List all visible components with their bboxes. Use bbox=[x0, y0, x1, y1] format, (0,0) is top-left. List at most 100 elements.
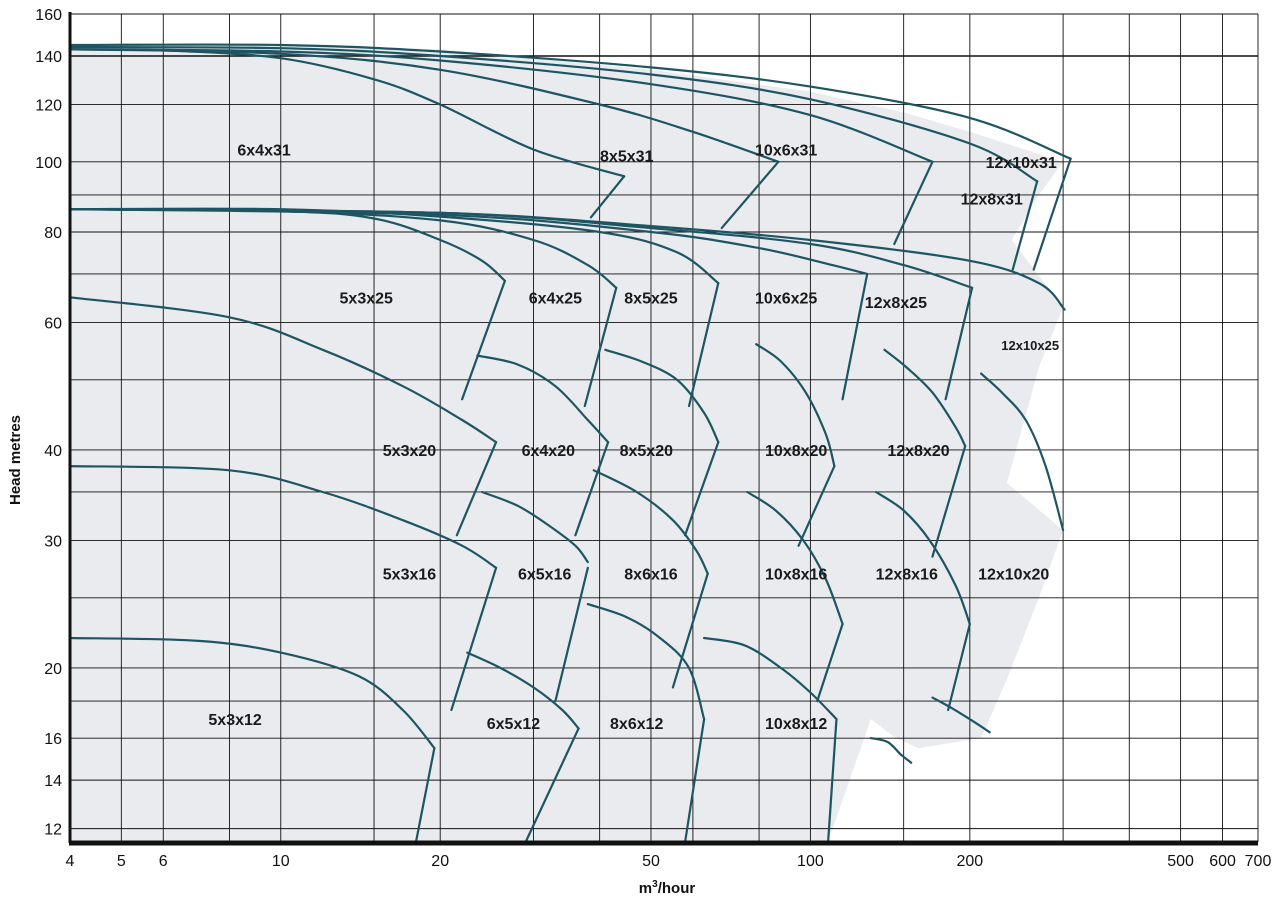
y-axis-title: Head metres bbox=[7, 415, 24, 505]
region-label: 6x5x12 bbox=[487, 716, 540, 733]
x-tick-label: 5 bbox=[117, 853, 126, 870]
curve-12x10x25 bbox=[68, 208, 1066, 311]
region-label: 8x6x16 bbox=[624, 567, 677, 584]
curve-8x5x20 bbox=[604, 348, 720, 444]
curve-10x6x25-cut bbox=[841, 272, 869, 401]
region-label: 12x8x20 bbox=[887, 443, 949, 460]
region-label: 12x10x31 bbox=[986, 155, 1057, 172]
region-label: 5x3x16 bbox=[383, 567, 436, 584]
x-tick-label: 700 bbox=[1245, 853, 1272, 870]
y-tick-label: 12 bbox=[44, 822, 62, 839]
curve-5x3x12-cut bbox=[414, 747, 436, 844]
curve-12x8x31 bbox=[68, 46, 1039, 183]
region-labels: 6x4x31 8x5x31 10x6x31 12x10x31 12x8x31 5x3x25… bbox=[208, 142, 1059, 732]
y-tick-label: 140 bbox=[35, 49, 62, 66]
x-tick-label: 100 bbox=[797, 853, 824, 870]
region-label: 8x6x12 bbox=[610, 716, 663, 733]
curve-5x3x16 bbox=[68, 465, 498, 569]
y-tick-label: 60 bbox=[44, 315, 62, 332]
curve-10x8x16-cut bbox=[816, 622, 844, 703]
curve-6x5x16-cut bbox=[554, 566, 589, 703]
curve-10x6x31-cut bbox=[893, 160, 934, 246]
curve-10x6x20-cut bbox=[684, 441, 720, 537]
region-label: 10x6x25 bbox=[755, 290, 817, 307]
region-label: 6x4x25 bbox=[529, 290, 582, 307]
pump-curves bbox=[68, 43, 1072, 844]
y-tick-label: 160 bbox=[35, 7, 62, 24]
curve-6x5x12 bbox=[466, 651, 580, 730]
region-label: 12x10x25 bbox=[1001, 338, 1059, 353]
curve-10x6x31 bbox=[68, 48, 934, 163]
region-label: 5x3x12 bbox=[208, 712, 261, 729]
y-tick-label: 30 bbox=[44, 533, 62, 550]
x-tick-label: 4 bbox=[66, 853, 75, 870]
y-tick-label: 14 bbox=[44, 773, 62, 790]
curve-8x5x31 bbox=[68, 48, 780, 163]
region-label: 8x5x25 bbox=[624, 290, 677, 307]
curve-8x5x20-cut bbox=[574, 441, 610, 537]
curve-12x8x20 bbox=[883, 348, 967, 448]
curve-12x8x31-cut bbox=[1011, 180, 1039, 271]
x-tick-label: 600 bbox=[1209, 853, 1236, 870]
region-label: 6x4x20 bbox=[522, 443, 575, 460]
curve-10x8x12-cut bbox=[827, 717, 838, 844]
region-label: 10x8x16 bbox=[765, 567, 827, 584]
x-tick-label: 6 bbox=[159, 853, 168, 870]
region-label: 6x5x16 bbox=[518, 567, 571, 584]
curve-12x10x31 bbox=[68, 43, 1072, 160]
curve-5x3x12 bbox=[68, 636, 436, 750]
curve-10x8x16 bbox=[746, 490, 844, 626]
region-label: 10x6x31 bbox=[755, 142, 817, 159]
axes bbox=[68, 12, 1258, 846]
coverage-area bbox=[70, 43, 1064, 842]
curve-12x10x31-cut bbox=[1032, 157, 1072, 271]
curve-10x8x20-cut bbox=[797, 465, 836, 547]
coverage-fill bbox=[70, 43, 1064, 842]
curve-12x8x20-cut bbox=[931, 444, 967, 558]
curve-6x4x20-cut bbox=[455, 441, 498, 537]
curve-12x10x16-tail bbox=[931, 696, 991, 734]
y-tick-label: 16 bbox=[44, 731, 62, 748]
region-label: 12x8x25 bbox=[865, 295, 927, 312]
curve-8x5x31-cut bbox=[720, 160, 780, 230]
curve-6x4x20 bbox=[476, 354, 610, 444]
x-tick-label: 10 bbox=[272, 853, 290, 870]
y-tick-label: 120 bbox=[35, 97, 62, 114]
curve-12x8x16-cut bbox=[947, 622, 971, 712]
region-label: 8x5x31 bbox=[600, 149, 653, 166]
region-label: 12x8x31 bbox=[961, 191, 1023, 208]
curve-12x8x12-tail bbox=[869, 737, 913, 764]
x-tick-label: 50 bbox=[642, 853, 660, 870]
curve-5x3x25-cut bbox=[461, 279, 507, 401]
curve-6x4x31-cut bbox=[589, 175, 626, 219]
curve-8x5x25-cut bbox=[687, 281, 720, 408]
curve-8x5x25 bbox=[68, 207, 720, 285]
curve-8x6x16-cut bbox=[671, 572, 709, 689]
region-label: 10x8x12 bbox=[765, 716, 827, 733]
region-label: 5x3x20 bbox=[383, 443, 436, 460]
curve-6x5x16 bbox=[481, 490, 589, 564]
curve-6x4x25-cut bbox=[583, 286, 618, 408]
curve-5x3x20 bbox=[68, 296, 498, 444]
x-tick-label: 200 bbox=[956, 853, 983, 870]
y-tick-label: 20 bbox=[44, 661, 62, 678]
x-tick-label: 500 bbox=[1167, 853, 1194, 870]
y-tick-label: 40 bbox=[44, 443, 62, 460]
x-tick-label: 20 bbox=[431, 853, 449, 870]
x-axis-title: m3/hour bbox=[639, 879, 696, 897]
y-tick-label: 80 bbox=[44, 225, 62, 242]
region-label: 5x3x25 bbox=[340, 290, 393, 307]
region-label: 8x5x20 bbox=[620, 443, 673, 460]
curve-12x8x16 bbox=[874, 490, 971, 626]
region-label: 10x8x20 bbox=[765, 443, 827, 460]
curve-5x3x16-cut bbox=[450, 566, 498, 712]
curve-12x8x25-cut bbox=[944, 286, 974, 401]
curve-12x10x20 bbox=[980, 372, 1065, 532]
curve-8x6x12 bbox=[586, 603, 706, 721]
curve-10x8x20 bbox=[755, 343, 836, 468]
region-label: 12x10x20 bbox=[978, 567, 1049, 584]
region-label: 6x4x31 bbox=[237, 142, 290, 159]
curve-10x8x12 bbox=[703, 636, 838, 721]
curve-6x5x12-cut bbox=[524, 727, 580, 844]
